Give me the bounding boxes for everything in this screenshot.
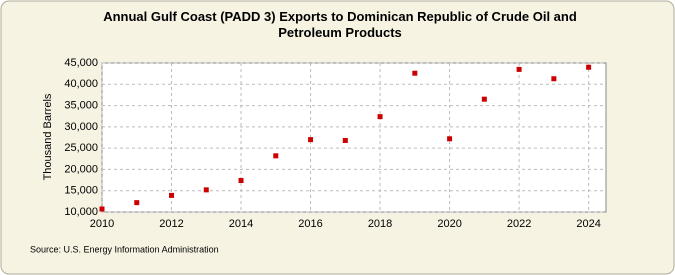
data-point (447, 136, 453, 142)
chart-title: Annual Gulf Coast (PADD 3) Exports to Do… (103, 9, 577, 40)
x-tick-label: 2014 (229, 218, 253, 230)
y-tick-label: 15,000 (64, 185, 98, 197)
data-point (134, 200, 140, 206)
y-tick-label: 40,000 (64, 78, 98, 90)
x-tick-label: 2018 (368, 218, 392, 230)
data-point (412, 70, 418, 76)
data-point (516, 66, 522, 72)
data-point (377, 114, 383, 120)
data-point (203, 187, 209, 193)
source: Source: U.S. Energy Information Administ… (30, 244, 219, 254)
y-tick-label: 35,000 (64, 99, 98, 111)
data-point (169, 192, 175, 198)
x-tick-label: 2024 (576, 218, 600, 230)
y-tick-label: 25,000 (64, 142, 98, 154)
x-tick-label: 2016 (298, 218, 322, 230)
data-point (238, 177, 244, 183)
x-tick-label: 2010 (90, 218, 114, 230)
data-point (586, 64, 592, 70)
y-tick-label: 45,000 (64, 57, 98, 69)
x-tick-label: 2022 (507, 218, 531, 230)
data-point (551, 76, 557, 82)
data-point (99, 206, 105, 212)
y-axis-label: Thousand Barrels (42, 93, 54, 180)
x-tick-label: 2012 (159, 218, 183, 230)
data-point (481, 96, 487, 102)
data-point (342, 137, 348, 143)
y-tick-label: 30,000 (64, 121, 98, 133)
x-tick-label: 2020 (437, 218, 461, 230)
y-tick-label: 10,000 (64, 206, 98, 218)
data-point (308, 137, 314, 143)
y-tick-label: 20,000 (64, 163, 98, 175)
data-point (273, 153, 279, 159)
plot-area (101, 62, 607, 213)
